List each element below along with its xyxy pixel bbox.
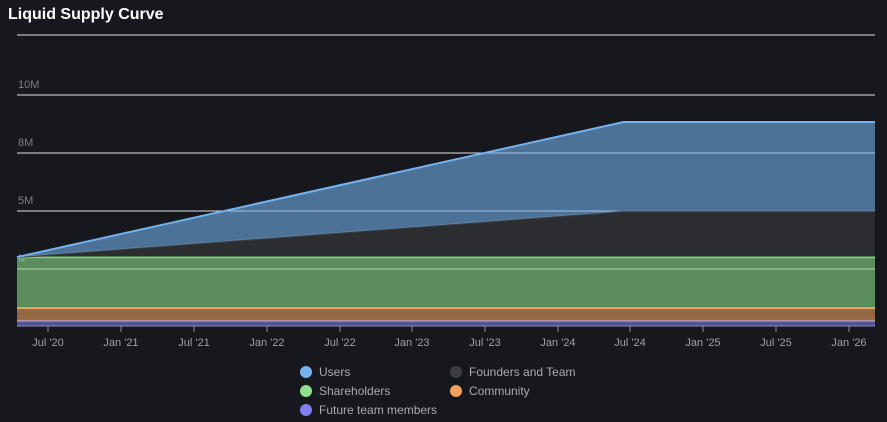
area-shareholders bbox=[17, 257, 875, 309]
x-tick-label: Jan '24 bbox=[540, 337, 575, 349]
legend-item-users[interactable]: Users bbox=[300, 364, 450, 379]
x-tick-label: Jul '22 bbox=[324, 337, 355, 349]
line-users bbox=[16, 121, 875, 259]
legend-label-future-team: Future team members bbox=[319, 402, 438, 417]
area-community bbox=[17, 308, 875, 321]
legend-item-founders[interactable]: Founders and Team bbox=[450, 364, 620, 379]
legend-item-shareholders[interactable]: Shareholders bbox=[300, 383, 450, 398]
founders-legend-dot bbox=[450, 365, 462, 378]
legend-label-users: Users bbox=[319, 364, 351, 379]
x-tick-label: Jul '21 bbox=[178, 337, 209, 349]
area-future-team-members bbox=[17, 320, 875, 326]
legend-label-shareholders: Shareholders bbox=[319, 383, 391, 398]
y-tick-label: 10M bbox=[18, 79, 39, 91]
x-tick-label: Jan '26 bbox=[831, 337, 866, 349]
future-team-legend-dot bbox=[300, 403, 312, 416]
chart-legend: Users Founders and Team Shareholders Com… bbox=[300, 364, 630, 417]
chart-title: Liquid Supply Curve bbox=[8, 6, 164, 23]
x-tick-label: Jul '23 bbox=[469, 337, 500, 349]
users-legend-dot bbox=[300, 365, 312, 378]
x-tick-label: Jul '24 bbox=[614, 337, 645, 349]
area-users bbox=[17, 122, 875, 258]
shareholders-legend-dot bbox=[300, 384, 312, 397]
x-tick-label: Jan '23 bbox=[394, 337, 429, 349]
x-tick-label: Jul '25 bbox=[760, 337, 791, 349]
legend-item-future-team[interactable]: Future team members bbox=[300, 402, 450, 417]
x-tick-label: Jan '21 bbox=[103, 337, 138, 349]
legend-item-community[interactable]: Community bbox=[450, 383, 620, 398]
x-tick-label: Jan '22 bbox=[249, 337, 284, 349]
legend-label-founders: Founders and Team bbox=[469, 364, 576, 379]
community-legend-dot bbox=[450, 384, 462, 397]
area-founders-and-team bbox=[17, 211, 875, 258]
x-tick-label: Jul '20 bbox=[32, 337, 63, 349]
x-tick-label: Jan '25 bbox=[685, 337, 720, 349]
y-tick-label: 5M bbox=[18, 195, 33, 207]
y-tick-label: 8M bbox=[18, 137, 33, 149]
legend-label-community: Community bbox=[469, 383, 530, 398]
